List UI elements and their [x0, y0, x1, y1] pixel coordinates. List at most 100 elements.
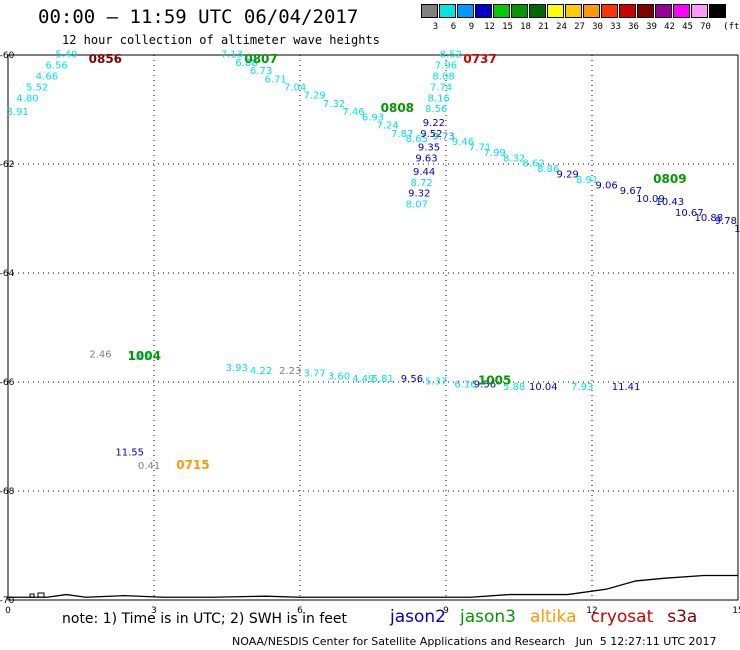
y-tick-label: -62	[0, 160, 14, 170]
swh-reading: 9.44	[413, 167, 435, 178]
swh-reading: 3.77	[303, 369, 325, 380]
swh-reading: 5.88	[503, 382, 525, 393]
satellite-legend: jason2 jason3 altika cryosat s3a	[390, 607, 711, 627]
scale-label: 12	[484, 22, 495, 32]
scale-label: 27	[574, 22, 585, 32]
swh-reading: 8.52	[440, 50, 462, 61]
swh-reading: 6.16	[454, 379, 476, 390]
swh-reading: 9.06	[595, 181, 617, 192]
scale-label: 18	[520, 22, 531, 32]
island-outline	[37, 592, 45, 598]
swh-reading: 9.56	[474, 379, 496, 390]
y-tick-label: -66	[0, 378, 15, 388]
swh-reading: 9.32	[408, 189, 430, 200]
scale-swatch	[529, 4, 546, 18]
swh-reading: 7.96	[435, 61, 457, 72]
scale-label: 33	[610, 22, 621, 32]
scale-label: 21	[538, 22, 549, 32]
swh-reading: 4.49	[352, 374, 374, 385]
swh-reading: 8.32	[503, 153, 525, 164]
swh-reading: 7.71	[469, 142, 491, 153]
scale-swatch	[511, 4, 528, 18]
y-tick-label: -64	[0, 269, 15, 279]
pass-time-label: 0809	[653, 172, 686, 186]
swh-reading: 8.56	[425, 104, 447, 115]
scale-swatch	[637, 4, 654, 18]
swh-reading: 7.29	[303, 91, 325, 102]
swh-reading: 6.73	[250, 66, 272, 77]
swh-reading: 8.91	[576, 175, 598, 186]
swh-reading: 5.49	[55, 50, 77, 61]
swh-reading: 9.73	[432, 131, 454, 142]
wave-height-readings: 5.496.564.665.524.80 3.91 7.136.886.736.71…	[7, 50, 740, 472]
swh-reading: 8.07	[406, 200, 428, 211]
scale-swatch	[493, 4, 510, 18]
swh-reading: 10	[734, 224, 740, 235]
swh-reading: 2.23	[279, 366, 301, 377]
swh-reading: 6.88	[235, 58, 257, 69]
scale-label: 30	[592, 22, 603, 32]
scale-swatch	[439, 4, 456, 18]
satellite-name: s3a	[667, 607, 698, 627]
swh-reading: 9.52	[420, 129, 442, 140]
footer-note: note: 1) Time is in UTC; 2) SWH is in fe…	[62, 611, 348, 627]
lat-lon-grid	[8, 55, 738, 600]
satellite-name: jason3	[460, 607, 516, 627]
x-tick-label: 9	[443, 606, 449, 616]
scale-label: 70	[700, 22, 711, 32]
map-title: 00:00 – 11:59 UTC 06/04/2017	[38, 6, 359, 28]
swh-reading: 7.87	[391, 129, 413, 140]
swh-reading: 9.29	[557, 170, 579, 181]
map-frame	[7, 54, 739, 601]
swh-reading: 6.93	[362, 112, 384, 123]
swh-reading: 11.55	[115, 448, 144, 459]
axis-ticks: 0 3 6 9 12 15 -60 -62 -64 -66 -68 -70	[0, 51, 740, 616]
scale-label: 36	[628, 22, 639, 32]
swh-reading: 8.86	[537, 164, 559, 175]
pass-time-labels: 0856 0807 0737 0808 0809 1004 1005 0715	[89, 52, 687, 472]
swh-reading: 7.74	[430, 82, 452, 93]
x-tick-label: 15	[732, 606, 740, 616]
swh-reading: 8.62	[522, 159, 544, 170]
swh-reading: 2.46	[89, 349, 111, 360]
satellite-name: cryosat	[590, 607, 654, 627]
x-tick-label: 12	[586, 606, 597, 616]
swh-reading: 7.93	[571, 382, 593, 393]
scale-swatch	[691, 4, 708, 18]
swh-reading: 4.66	[36, 72, 58, 83]
coastline	[8, 574, 738, 598]
scale-swatch	[601, 4, 618, 18]
map-subtitle: 12 hour collection of altimeter wave hei…	[62, 33, 380, 47]
swh-reading: 10.09	[636, 194, 665, 205]
swh-reading: 1.65	[128, 352, 150, 363]
swh-reading: 7.32	[323, 99, 345, 110]
swh-reading: 3.60	[328, 371, 350, 382]
swh-reading: 7.99	[484, 148, 506, 159]
coastline-path	[8, 574, 738, 598]
swh-reading: 7.46	[342, 107, 364, 118]
swh-reading: 5.37	[425, 377, 447, 388]
y-tick-label: -68	[0, 487, 15, 497]
swh-reading: 9.46	[452, 137, 474, 148]
scale-swatch	[457, 4, 474, 18]
satellite-name: jason2	[390, 607, 446, 627]
pass-time-label: 1005	[478, 374, 511, 388]
swh-reading: 4.22	[250, 366, 272, 377]
scale-label: 9	[468, 22, 475, 32]
swh-reading: 8.72	[411, 178, 433, 189]
swh-reading: 7.04	[284, 82, 306, 93]
scale-swatch	[583, 4, 600, 18]
swh-reading: 8.16	[428, 93, 450, 104]
pass-time-label: 0737	[463, 52, 496, 66]
scale-unit-label: (ft)	[723, 22, 740, 32]
y-tick-label: -60	[0, 51, 15, 61]
swh-reading: 9.35	[418, 142, 440, 153]
swh-reading: 9.63	[415, 153, 437, 164]
scale-swatch	[547, 4, 564, 18]
scale-swatch	[565, 4, 582, 18]
swh-reading: 7.24	[376, 121, 398, 132]
satellite-name: altika	[530, 607, 577, 627]
swh-reading: 4.80	[16, 93, 38, 104]
scale-label: 6	[450, 22, 457, 32]
